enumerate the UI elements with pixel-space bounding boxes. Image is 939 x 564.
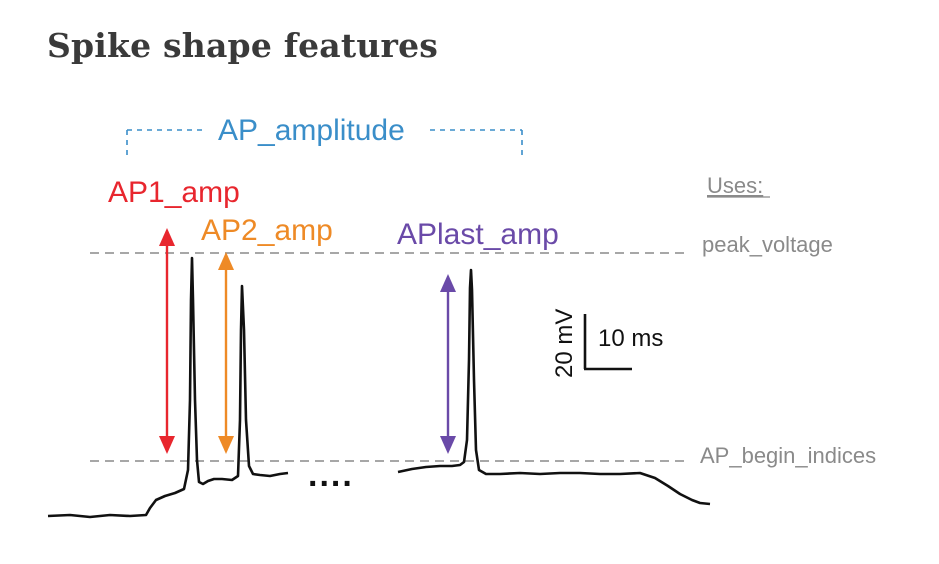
uses-label: Uses: [707,173,763,198]
ap2-amp-arrow [218,252,234,454]
voltage-trace-right [397,268,711,506]
ap-amplitude-label: AP_amplitude [218,114,405,147]
page-title: Spike shape features [47,26,439,65]
scale-time-label: 10 ms [598,325,663,352]
ap2-amp-label: AP2_amp [201,214,333,247]
aplast-amp-label: APlast_amp [397,218,559,251]
ap-amplitude-bracket [126,129,523,160]
aplast-amp-arrow [440,274,456,454]
voltage-trace-left [47,256,289,519]
ap1-amp-arrow [159,228,175,454]
ellipsis: .... [308,456,354,494]
ap-begin-indices-label: AP_begin_indices [700,443,876,468]
peak-voltage-label: peak_voltage [702,232,833,257]
ap1-amp-label: AP1_amp [108,176,240,209]
scale-bar [583,314,632,371]
scale-voltage-label: 20 mV [551,309,578,378]
